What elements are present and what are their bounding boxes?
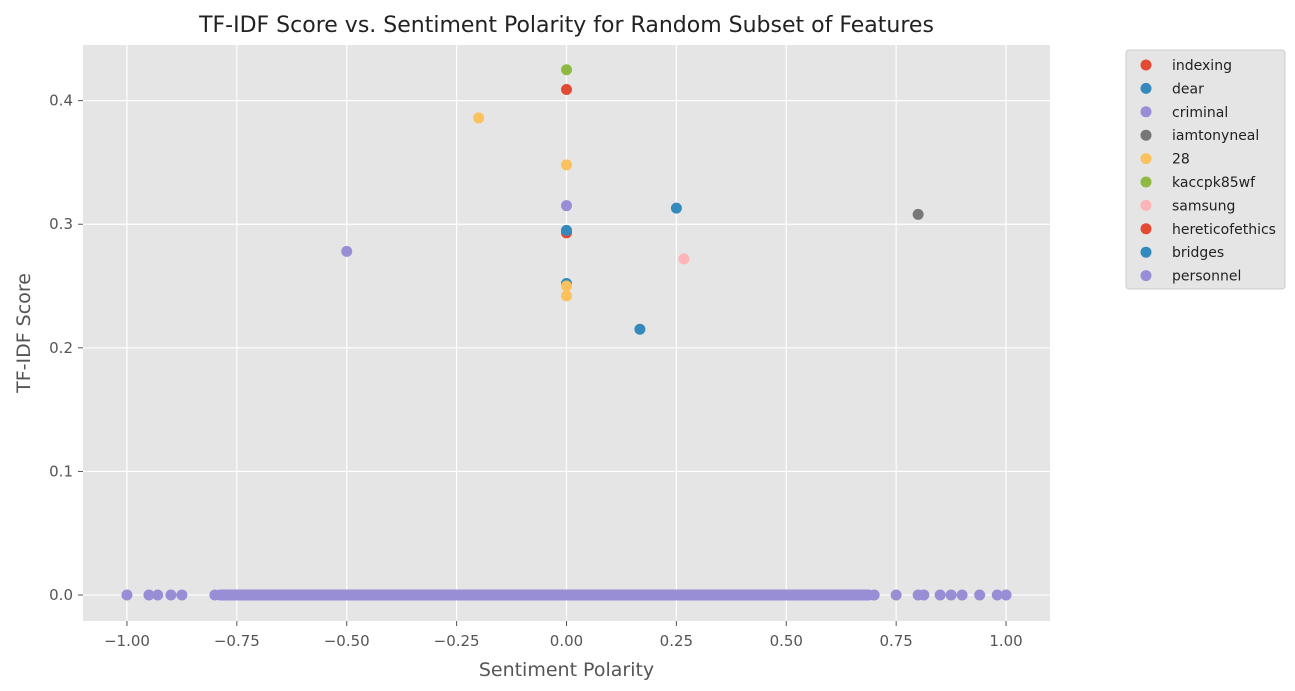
y-tick-label: 0.1 (49, 462, 73, 480)
data-point-28 (561, 159, 572, 171)
data-points (121, 64, 1012, 601)
legend-marker (1140, 59, 1152, 71)
data-point-indexing (561, 83, 572, 95)
legend: indexing dear criminal iamtonyneal 28 kaccpk8… (1125, 49, 1286, 290)
data-point-criminal (341, 245, 353, 257)
legend-marker (1140, 153, 1152, 165)
x-tick-label: 0.75 (879, 632, 912, 650)
chart-title: TF-IDF Score vs. Sentiment Polarity for … (198, 13, 934, 38)
data-point-28 (561, 290, 572, 302)
legend-marker (1140, 82, 1152, 94)
data-point-28 (561, 280, 572, 292)
data-point-dear (670, 202, 682, 214)
baseline-point (165, 589, 177, 601)
data-point-iamtonyneal (912, 208, 924, 220)
legend-label: iamtonyneal (1172, 128, 1259, 144)
y-tick-label: 0.3 (49, 215, 73, 233)
legend-label: criminal (1172, 105, 1228, 121)
legend-marker (1140, 129, 1152, 141)
baseline-point-cluster (214, 589, 875, 601)
data-point-samsung (678, 253, 690, 265)
y-tick-label: 0.0 (49, 586, 73, 604)
x-tick-label: −0.75 (214, 632, 260, 650)
legend-marker (1140, 199, 1152, 211)
data-point-dear (561, 224, 572, 236)
baseline-point (945, 589, 957, 601)
baseline-point (176, 589, 188, 601)
baseline-point (152, 589, 164, 601)
legend-box (1125, 49, 1286, 290)
baseline-point (956, 589, 968, 601)
x-tick-label: −0.50 (324, 632, 370, 650)
x-axis-label: Sentiment Polarity (479, 659, 654, 681)
y-tick-label: 0.2 (49, 339, 73, 357)
data-point-kaccpk85wf (561, 64, 572, 76)
legend-marker (1140, 176, 1152, 188)
legend-label: kaccpk85wf (1172, 175, 1256, 191)
baseline-point (121, 589, 133, 601)
baseline-point (918, 589, 930, 601)
y-axis-label: TF-IDF Score (13, 273, 35, 394)
x-tick-label: 0.00 (550, 632, 583, 650)
legend-label: personnel (1172, 269, 1241, 285)
y-tick-label: 0.4 (49, 92, 73, 110)
legend-label: indexing (1172, 58, 1232, 74)
data-point-dear (634, 323, 646, 335)
data-point-28 (473, 112, 485, 124)
baseline-point (890, 589, 902, 601)
legend-marker (1140, 223, 1152, 235)
baseline-point (143, 589, 155, 601)
legend-label: samsung (1172, 198, 1235, 214)
x-tick-label: 1.00 (989, 632, 1022, 650)
baseline-point (974, 589, 986, 601)
x-tick-label: −0.25 (434, 632, 480, 650)
legend-label: 28 (1172, 152, 1190, 168)
x-tick-label: 0.50 (770, 632, 803, 650)
legend-label: dear (1172, 81, 1204, 97)
data-point-criminal (561, 200, 572, 212)
x-tick-label: −1.00 (104, 632, 150, 650)
legend-label: bridges (1172, 245, 1224, 261)
baseline-point (934, 589, 946, 601)
baseline-point (991, 589, 1003, 601)
legend-marker (1140, 106, 1152, 118)
legend-label: hereticofethics (1172, 222, 1276, 238)
baseline-point (1000, 589, 1012, 601)
legend-marker (1140, 270, 1152, 282)
axis-ticks: −1.00 −0.75 −0.50 −0.25 0.00 0.25 0.50 0.75 1.00… (49, 92, 1023, 650)
x-tick-label: 0.25 (660, 632, 693, 650)
legend-marker (1140, 246, 1152, 258)
